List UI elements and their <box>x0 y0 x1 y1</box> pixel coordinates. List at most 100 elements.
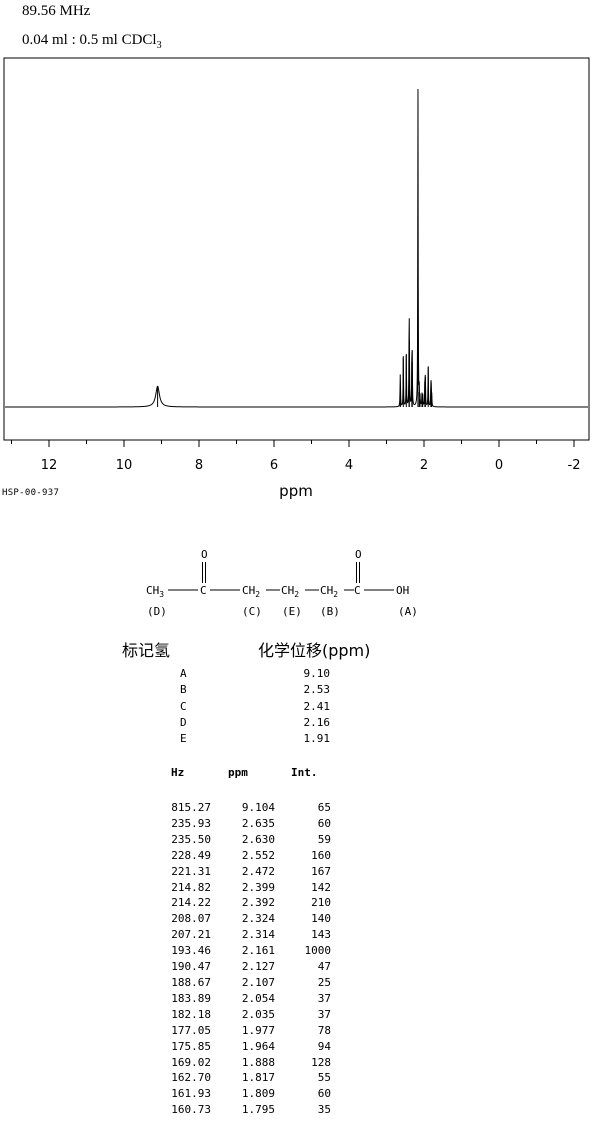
x-tick-label: 0 <box>495 458 503 473</box>
x-tick-label: 10 <box>116 458 133 473</box>
peak-int-cell: 65 <box>317 801 331 814</box>
peak-ppm-cell: 1.888 <box>241 1055 275 1069</box>
peak-hz-cell: 161.93 <box>171 1087 211 1101</box>
acid-carbonyl-oxygen: O <box>355 548 362 561</box>
assignment-shift: 2.41 <box>303 699 331 713</box>
peak-ppm-cell: 1.977 <box>241 1023 275 1037</box>
header-hz: Hz <box>171 766 185 779</box>
x-tick-label: -2 <box>568 458 581 473</box>
assignment-shift: 2.16 <box>303 715 331 729</box>
table-row: 193.46 2.161 1000 <box>148 943 331 959</box>
peak-ppm-cell: 2.392 <box>241 896 275 910</box>
x-tick-label: 2 <box>420 458 428 473</box>
acid-carbon: C <box>354 584 361 597</box>
table-row: C 2.41 <box>170 699 330 715</box>
peak-hz-cell: 190.47 <box>171 960 211 974</box>
ch2-group-e: CH2 <box>281 584 299 599</box>
table-row: 161.93 1.809 60 <box>148 1086 331 1102</box>
sample-description: 0.04 ml : 0.5 ml CDCl3 <box>22 32 162 51</box>
peak-ppm-cell: 2.630 <box>241 832 275 846</box>
assignment-table: A 9.10 B 2.53 C 2.41 D 2.16 E 1.91 <box>170 666 330 747</box>
sample-subscript: 3 <box>156 40 162 51</box>
label-e: (E) <box>282 605 302 618</box>
peak-int-cell: 94 <box>317 1039 331 1053</box>
peak-ppm-cell: 2.472 <box>241 864 275 878</box>
assignment-shift: 2.53 <box>303 683 331 697</box>
peak-hz-cell: 183.89 <box>171 991 211 1005</box>
table-row: 228.49 2.552 160 <box>148 848 331 864</box>
label-d: (D) <box>147 605 167 618</box>
table-row: 214.22 2.392 210 <box>148 895 331 911</box>
peak-hz-cell: 235.93 <box>171 816 211 830</box>
peak-hz-cell: 208.07 <box>171 912 211 926</box>
peak-int-cell: 210 <box>311 896 331 910</box>
peak-hz-cell: 162.70 <box>171 1071 211 1085</box>
assignment-shift: 9.10 <box>303 667 331 680</box>
peak-int-cell: 55 <box>317 1071 331 1085</box>
peak-int-cell: 167 <box>311 864 331 878</box>
table-row: 160.73 1.795 35 <box>148 1102 331 1118</box>
peak-ppm-cell: 1.817 <box>241 1071 275 1085</box>
spectrum-code: HSP-00-937 <box>2 488 60 498</box>
table-row: 162.70 1.817 55 <box>148 1070 331 1086</box>
peak-hz-cell: 228.49 <box>171 848 211 862</box>
peak-table: 815.27 9.104 65 235.93 2.635 60 235.50 2.630 59 2… <box>148 800 331 1118</box>
table-row: 169.02 1.888 128 <box>148 1055 331 1071</box>
peak-hz-cell: 160.73 <box>171 1103 211 1117</box>
table-row: 182.18 2.035 37 <box>148 1007 331 1023</box>
peak-int-cell: 37 <box>317 991 331 1005</box>
peak-hz-cell: 221.31 <box>171 864 211 878</box>
peak-int-cell: 35 <box>317 1103 331 1117</box>
assignment-label: B <box>180 683 187 697</box>
ketone-carbon: C <box>200 584 207 597</box>
peak-int-cell: 1000 <box>304 944 332 958</box>
peak-ppm-cell: 2.324 <box>241 912 275 926</box>
peak-ppm-cell: 2.399 <box>241 880 275 894</box>
peak-int-cell: 142 <box>311 880 331 894</box>
peak-ppm-cell: 2.054 <box>241 991 275 1005</box>
table-row: A 9.10 <box>170 666 330 682</box>
peak-ppm-cell: 1.795 <box>241 1103 275 1117</box>
label-a: (A) <box>398 605 418 618</box>
peak-ppm-cell: 1.809 <box>241 1087 275 1101</box>
table-row: 207.21 2.314 143 <box>148 927 331 943</box>
peak-ppm-cell: 2.161 <box>241 944 275 958</box>
header-int: Int. <box>291 766 318 779</box>
peak-int-cell: 60 <box>317 1087 331 1101</box>
assignment-label: D <box>180 715 187 729</box>
peak-hz-cell: 182.18 <box>171 1007 211 1021</box>
spectrometer-frequency: 89.56 MHz <box>22 3 91 19</box>
peak-hz-cell: 169.02 <box>171 1055 211 1069</box>
peak-int-cell: 47 <box>317 960 331 974</box>
assignment-label: A <box>180 667 187 680</box>
peak-int-cell: 128 <box>311 1055 331 1069</box>
ch3-group: CH3 <box>146 584 164 599</box>
peak-ppm-cell: 2.314 <box>241 928 275 942</box>
label-b: (B) <box>320 605 340 618</box>
table-row: 235.50 2.630 59 <box>148 832 331 848</box>
table-row: B 2.53 <box>170 682 330 698</box>
x-axis-ticks <box>11 440 575 447</box>
table-row: 815.27 9.104 65 <box>148 800 331 816</box>
peak-hz-cell: 188.67 <box>171 975 211 989</box>
nmr-spectrum-chart: 12 10 8 6 4 2 0 -2 ppm <box>3 57 590 500</box>
peak-ppm-cell: 9.104 <box>241 801 275 814</box>
x-tick-label: 12 <box>41 458 58 473</box>
peak-int-cell: 60 <box>317 816 331 830</box>
x-axis-label: ppm <box>279 482 313 500</box>
table-row: E 1.91 <box>170 731 330 747</box>
assignment-header-label: 标记氢 <box>122 641 171 660</box>
label-c: (C) <box>242 605 262 618</box>
peak-int-cell: 143 <box>311 928 331 942</box>
ketone-oxygen: O <box>201 548 208 561</box>
x-tick-label: 6 <box>270 458 278 473</box>
peak-marks <box>157 89 433 407</box>
assignment-shift: 1.91 <box>303 732 331 746</box>
ch2-group-b: CH2 <box>320 584 338 599</box>
peak-int-cell: 140 <box>311 912 331 926</box>
peak-hz-cell: 214.82 <box>171 880 211 894</box>
peak-hz-cell: 815.27 <box>171 801 211 814</box>
plot-frame <box>3 57 590 441</box>
assignment-label: E <box>180 732 187 746</box>
hydroxyl-group: OH <box>396 584 409 597</box>
